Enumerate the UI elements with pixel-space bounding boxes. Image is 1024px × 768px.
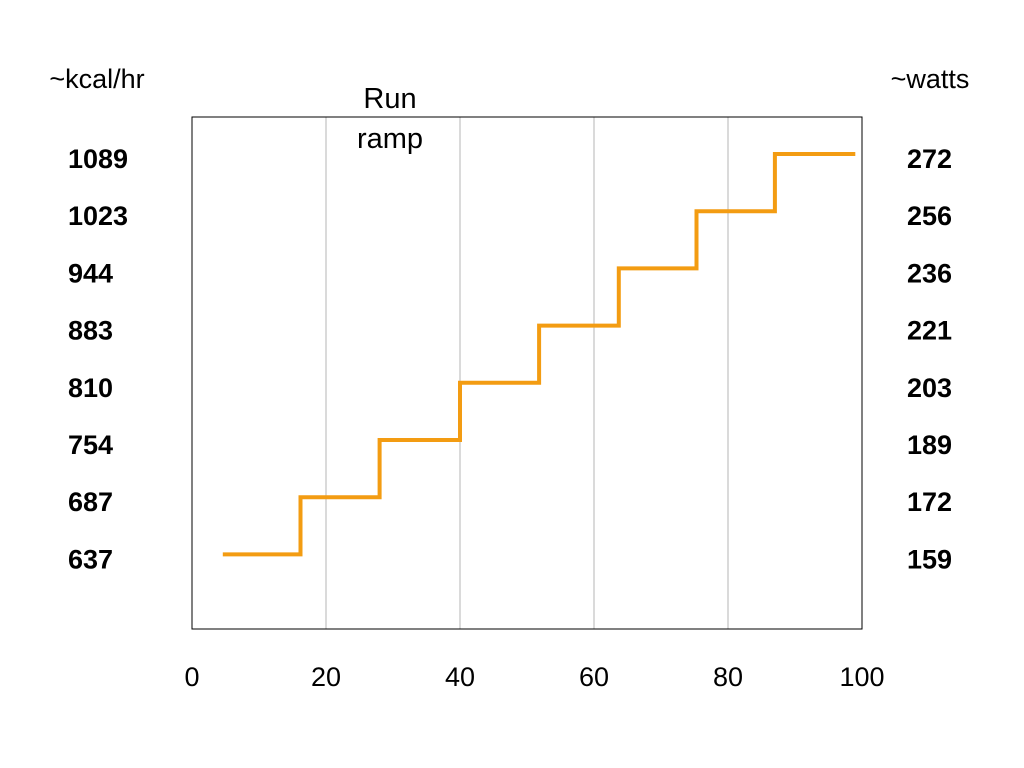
x-tick-label: 100: [839, 662, 884, 692]
x-axis-tick-labels: 0 20 40 60 80 100: [184, 662, 884, 692]
left-axis-values: 1089 1023 944 883 810 754 687 637: [68, 144, 128, 574]
x-tick-label: 40: [445, 662, 475, 692]
kcal-value: 883: [68, 316, 113, 346]
x-tick-label: 80: [713, 662, 743, 692]
kcal-value: 810: [68, 373, 113, 403]
right-axis-values: 272 256 236 221 203 189 172 159: [907, 144, 952, 574]
annotation-ramp: ramp: [357, 123, 423, 155]
watts-value: 221: [907, 316, 952, 346]
run-ramp-step-line: [222, 152, 856, 557]
right-axis-title: ~watts: [891, 64, 970, 94]
kcal-value: 687: [68, 487, 113, 517]
watts-value: 172: [907, 487, 952, 517]
x-tick-label: 20: [311, 662, 341, 692]
watts-value: 159: [907, 544, 952, 574]
watts-value: 272: [907, 144, 952, 174]
watts-value: 256: [907, 201, 952, 231]
plot-area: [191, 116, 863, 630]
watts-value: 236: [907, 258, 952, 288]
kcal-value: 944: [68, 258, 113, 288]
kcal-value: 1023: [68, 201, 128, 231]
x-tick-label: 60: [579, 662, 609, 692]
kcal-value: 637: [68, 544, 113, 574]
watts-value: 203: [907, 373, 952, 403]
x-tick-label: 0: [184, 662, 199, 692]
kcal-value: 754: [68, 430, 113, 460]
left-axis-title: ~kcal/hr: [49, 64, 144, 94]
kcal-value: 1089: [68, 144, 128, 174]
annotation-run: Run: [363, 83, 416, 115]
gridlines: [325, 117, 729, 629]
watts-value: 189: [907, 430, 952, 460]
